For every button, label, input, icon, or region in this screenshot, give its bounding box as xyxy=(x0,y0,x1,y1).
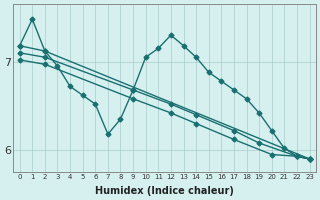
X-axis label: Humidex (Indice chaleur): Humidex (Indice chaleur) xyxy=(95,186,234,196)
